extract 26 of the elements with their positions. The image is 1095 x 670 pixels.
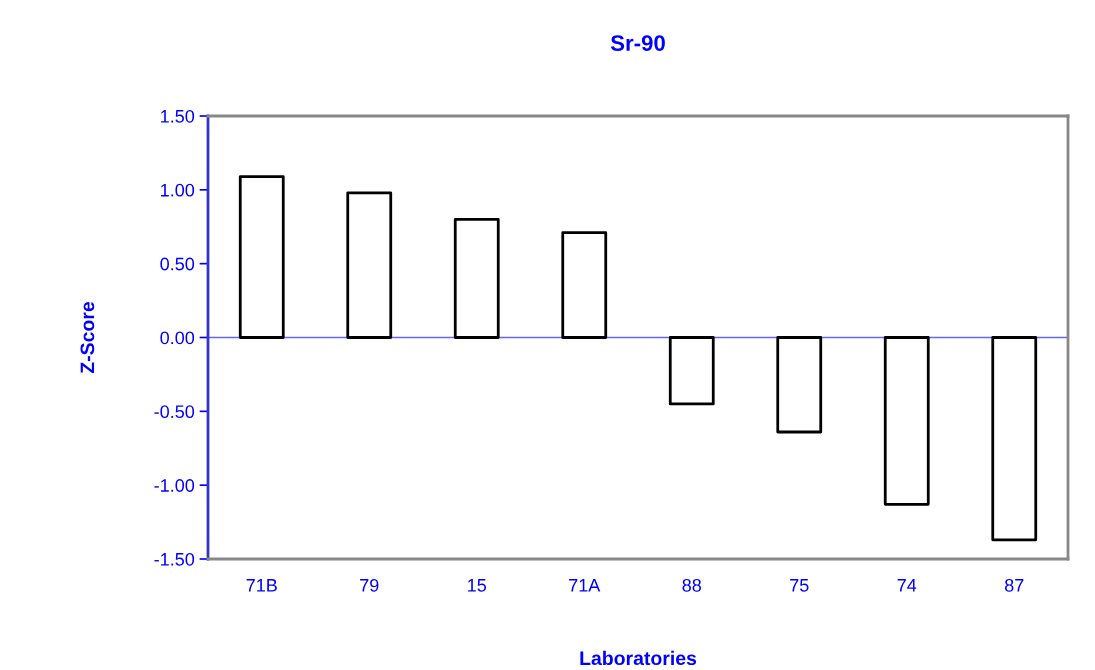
y-tick-label: 1.00 (161, 183, 195, 197)
y-tick-label: -1.00 (154, 479, 195, 492)
bar (991, 336, 1038, 542)
bar (776, 336, 823, 434)
x-tick-label: 71B (246, 579, 277, 592)
chart-title: Sr-90 (610, 35, 665, 51)
x-tick-label: 75 (790, 579, 809, 592)
bar (561, 231, 608, 339)
y-tick-label: 1.50 (161, 109, 195, 123)
y-tick-label: -1.50 (154, 552, 195, 566)
bar (238, 175, 285, 339)
x-tick-label: 79 (360, 578, 379, 592)
y-axis-title: Z-Score (80, 301, 95, 374)
x-tick-label: 87 (1004, 578, 1024, 592)
bar (453, 217, 500, 339)
y-tick-label: -0.50 (154, 405, 195, 419)
y-tick-label: 0.50 (160, 257, 195, 271)
bar (883, 336, 930, 506)
x-axis-title: Laboratories (580, 650, 697, 666)
x-tick-label: 74 (897, 579, 917, 592)
x-tick-label: 88 (682, 578, 702, 592)
x-tick-label: 71A (569, 579, 601, 592)
y-tick-label: 0.00 (160, 331, 195, 345)
bar (346, 191, 393, 339)
x-tick-label: 15 (468, 579, 487, 592)
bar (668, 336, 715, 406)
